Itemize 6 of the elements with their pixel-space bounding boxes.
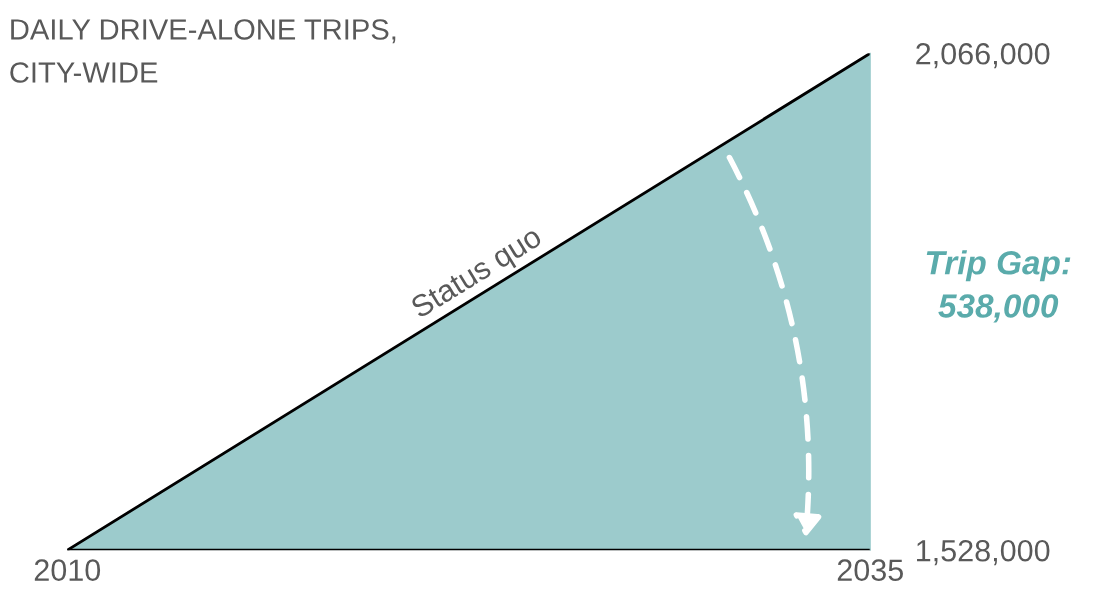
x-tick-label: 2010 [34, 559, 101, 581]
x-tick-label: 2035 [837, 559, 903, 581]
y-tick-label: 1,528,000 [917, 539, 1050, 566]
y-tick-label: 2,066,000 [916, 42, 1050, 69]
text: Trip Gap: 538,000 [926, 250, 1071, 323]
chart-title: DAILY DRIVE-ALONE TRIPS, CITY-WIDE [10, 19, 396, 83]
